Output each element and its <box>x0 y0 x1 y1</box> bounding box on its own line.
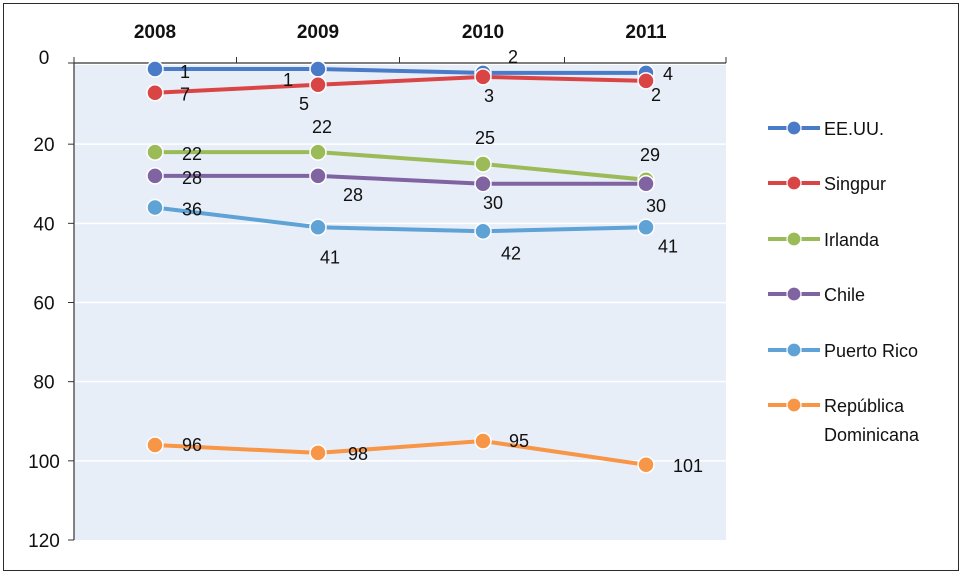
legend-marker <box>786 286 802 302</box>
data-point <box>474 155 492 173</box>
data-point <box>637 175 655 193</box>
data-label: 29 <box>640 145 660 165</box>
data-label: 101 <box>673 456 703 476</box>
data-point <box>637 218 655 237</box>
legend-label: República <box>824 396 905 416</box>
legend-marker <box>786 342 802 358</box>
legend-marker <box>786 175 802 191</box>
data-point <box>637 456 655 474</box>
series-layer <box>146 60 655 474</box>
data-label: 2 <box>651 85 661 105</box>
data-label: 5 <box>299 94 309 114</box>
data-label: 30 <box>483 193 503 213</box>
data-point <box>309 218 327 237</box>
series-line <box>154 74 647 95</box>
y-tick-label: 100 <box>28 452 60 473</box>
data-label: 22 <box>312 117 332 137</box>
series-line <box>154 205 647 234</box>
legend-label: Chile <box>824 285 865 305</box>
legend-marker <box>786 120 802 136</box>
data-point <box>637 72 655 90</box>
data-point <box>474 432 492 450</box>
legend-marker <box>786 397 802 413</box>
y-tick-label: 20 <box>33 135 54 156</box>
data-point <box>309 167 327 185</box>
legend-label: Dominicana <box>824 425 920 445</box>
legend-label: Singpur <box>824 174 886 194</box>
y-tick-label: 60 <box>33 294 54 315</box>
data-label: 41 <box>658 236 678 256</box>
data-point <box>146 436 164 454</box>
series-line <box>155 66 646 75</box>
data-point <box>474 175 492 193</box>
y-tick-label: 0 <box>39 48 50 69</box>
axes: 0 20 40 60 80 100 120 2008 2009 2010 2011 <box>28 22 727 552</box>
data-point <box>474 222 492 240</box>
data-label: 36 <box>182 200 202 220</box>
legend-label: Irlanda <box>824 230 880 250</box>
series-line <box>155 150 647 182</box>
x-tick-label: 2008 <box>134 22 176 43</box>
x-tick-label: 2009 <box>297 22 339 43</box>
chart-frame <box>3 3 959 571</box>
data-point <box>309 60 327 78</box>
data-label: 28 <box>343 185 363 205</box>
data-label: 7 <box>180 85 190 105</box>
data-point <box>474 68 492 86</box>
data-point <box>146 198 164 217</box>
data-point <box>309 143 327 161</box>
data-point <box>146 143 164 161</box>
y-tick-label: 80 <box>33 373 54 394</box>
data-point <box>309 444 327 462</box>
legend-label: Puerto Rico <box>824 341 918 361</box>
series-line <box>155 173 646 186</box>
data-label: 2 <box>508 47 518 67</box>
data-point <box>309 76 327 94</box>
x-tick-label: 2011 <box>625 22 667 43</box>
data-label: 28 <box>182 168 202 188</box>
legend-label: EE.UU. <box>824 119 884 139</box>
data-label: 3 <box>484 86 494 106</box>
x-tick-label: 2010 <box>462 22 504 43</box>
series-line <box>154 439 647 467</box>
data-label: 22 <box>182 144 202 164</box>
data-label: 1 <box>180 62 190 82</box>
data-label: 96 <box>182 435 202 455</box>
data-label: 30 <box>646 196 666 216</box>
data-label: 41 <box>320 247 340 267</box>
legend: EE.UU. Singpur Irlanda Chile Puerto Rico Repú… <box>768 119 920 445</box>
y-tick-label: 40 <box>33 214 54 235</box>
data-point <box>146 60 164 78</box>
data-label: 4 <box>663 64 673 84</box>
data-label: 95 <box>509 431 529 451</box>
data-label: 42 <box>501 243 521 263</box>
data-label: 1 <box>283 70 293 90</box>
y-tick-label: 120 <box>28 531 60 552</box>
data-label: 25 <box>475 128 495 148</box>
data-point <box>146 167 164 185</box>
data-label: 98 <box>348 444 368 464</box>
legend-marker <box>786 231 802 247</box>
data-point <box>146 83 164 102</box>
